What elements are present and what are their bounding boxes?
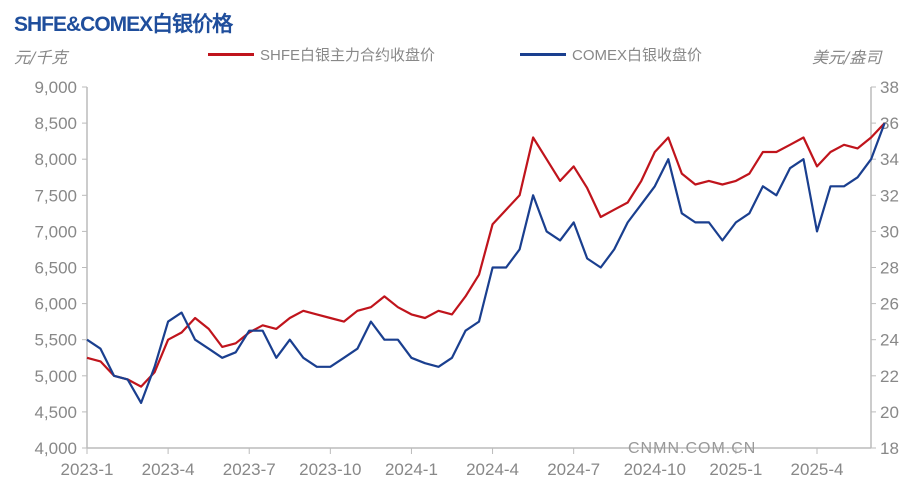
x-tick-label: 2023-4 — [142, 460, 195, 479]
left-tick-label: 9,000 — [34, 78, 77, 97]
x-tick-label: 2025-1 — [709, 460, 762, 479]
legend-item-shfe: SHFE白银主力合约收盘价 — [208, 44, 435, 65]
legend-swatch-comex — [520, 53, 566, 56]
series-line-shfe — [86, 122, 886, 388]
left-axis-unit: 元/千克 — [14, 48, 68, 67]
left-tick-label: 8,000 — [34, 150, 77, 169]
left-tick-label: 6,000 — [34, 295, 77, 314]
x-tick-label: 2024-10 — [624, 460, 686, 479]
right-tick-label: 20 — [880, 403, 899, 422]
chart-title: SHFE&COMEX白银价格 — [14, 13, 233, 36]
x-tick-label: 2024-1 — [385, 460, 438, 479]
legend-label-comex: COMEX白银收盘价 — [572, 47, 703, 64]
left-tick-label: 5,000 — [34, 367, 77, 386]
right-tick-label: 30 — [880, 222, 899, 241]
right-tick-label: 26 — [880, 295, 899, 314]
legend-item-comex: COMEX白银收盘价 — [520, 44, 702, 65]
series-line-comex — [86, 122, 886, 404]
legend-swatch-shfe — [208, 53, 254, 56]
left-tick-label: 4,500 — [34, 403, 77, 422]
left-tick-label: 7,500 — [34, 186, 77, 205]
x-tick-label: 2024-4 — [466, 460, 519, 479]
left-tick-label: 8,500 — [34, 114, 77, 133]
left-tick-label: 6,500 — [34, 259, 77, 278]
legend-label-shfe: SHFE白银主力合约收盘价 — [260, 47, 436, 64]
right-tick-label: 22 — [880, 367, 899, 386]
right-tick-label: 36 — [880, 114, 899, 133]
right-tick-label: 32 — [880, 186, 899, 205]
left-tick-label: 5,500 — [34, 331, 77, 350]
watermark: CNMN.COM.CN — [628, 440, 757, 457]
x-tick-label: 2023-1 — [61, 460, 114, 479]
right-tick-label: 24 — [880, 331, 899, 350]
right-tick-label: 38 — [880, 78, 899, 97]
x-tick-label: 2023-10 — [299, 460, 361, 479]
x-tick-label: 2025-4 — [791, 460, 844, 479]
right-tick-label: 34 — [880, 150, 899, 169]
left-tick-label: 4,000 — [34, 439, 77, 458]
x-tick-label: 2023-7 — [223, 460, 276, 479]
left-tick-label: 7,000 — [34, 222, 77, 241]
x-tick-label: 2024-7 — [547, 460, 600, 479]
right-axis-unit: 美元/盎司 — [812, 48, 882, 67]
right-tick-label: 28 — [880, 259, 899, 278]
right-tick-label: 18 — [880, 439, 899, 458]
